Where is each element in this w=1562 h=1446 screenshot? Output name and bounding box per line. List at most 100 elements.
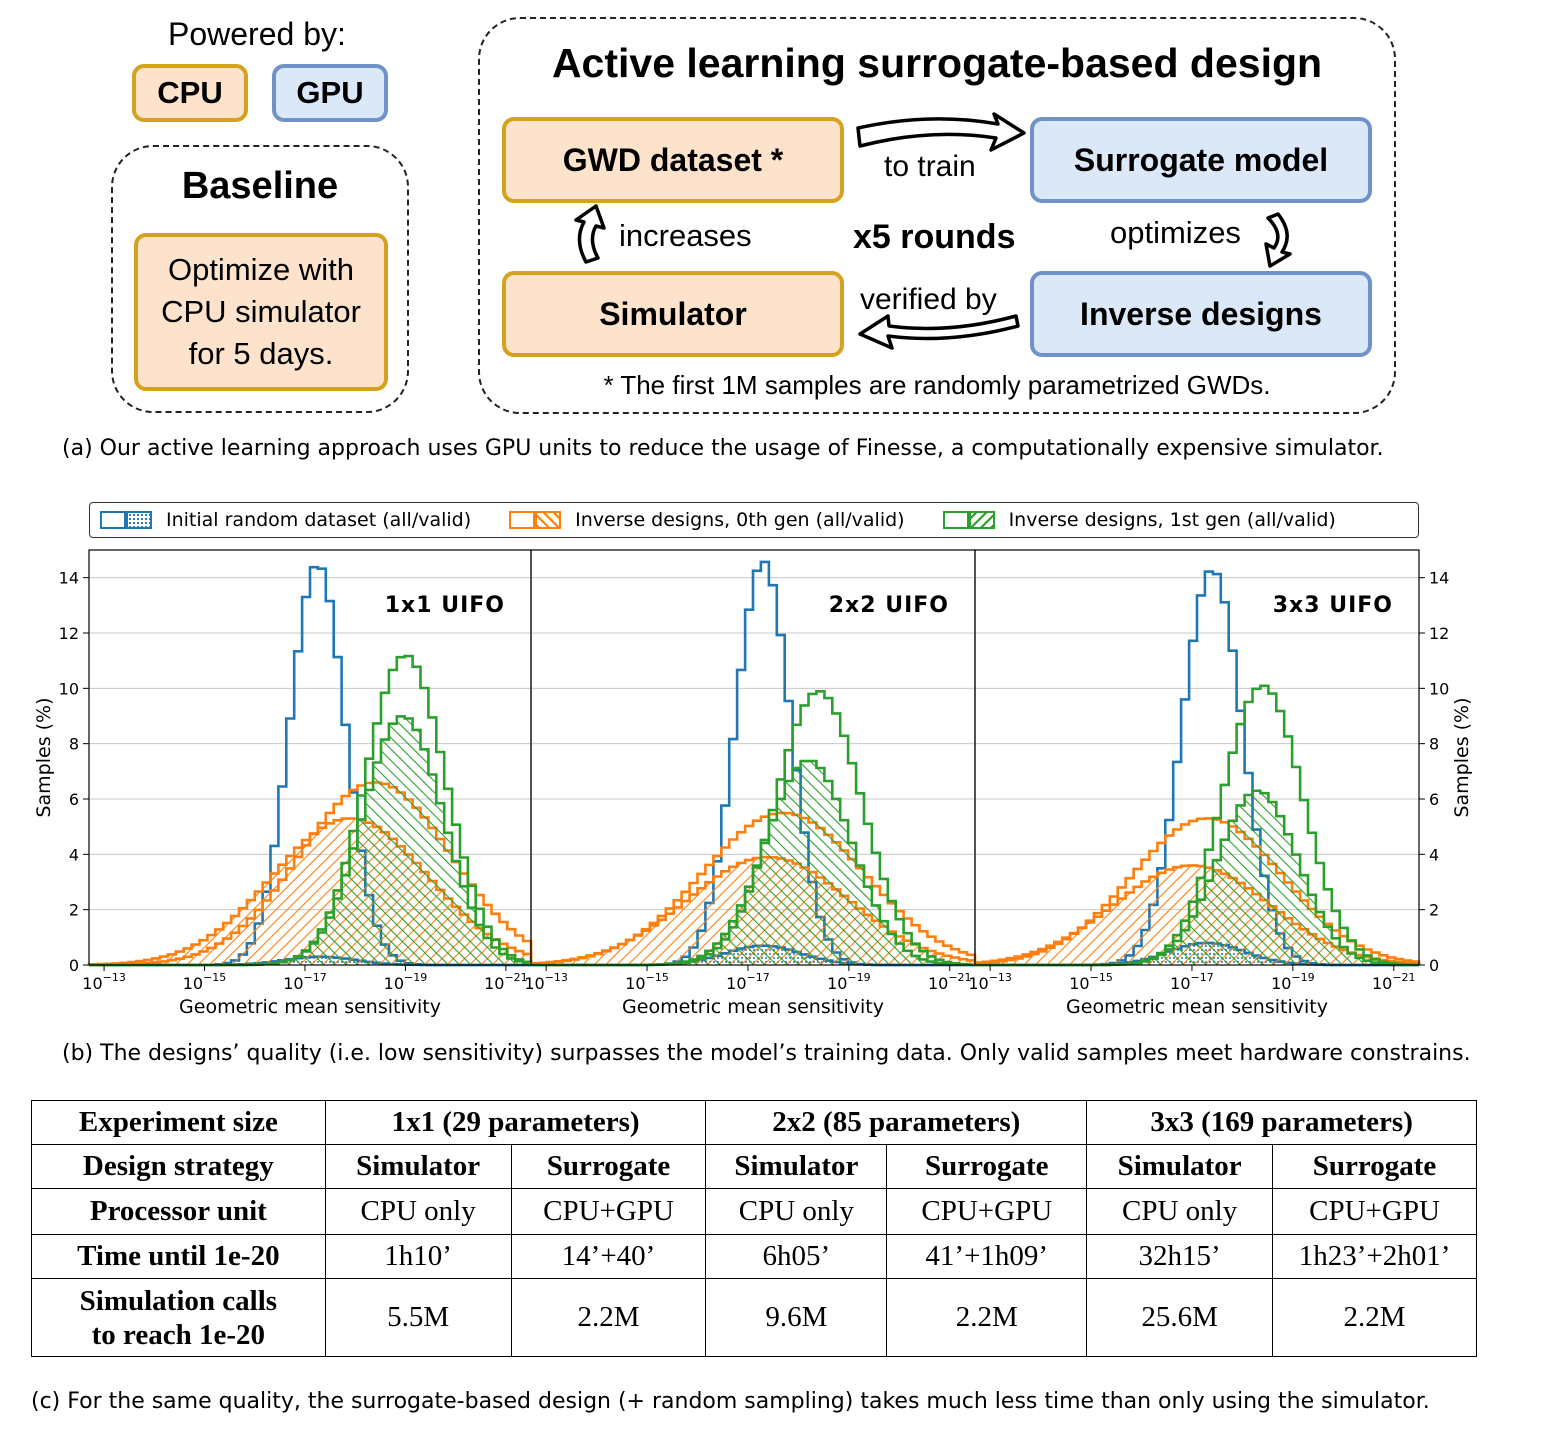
table-cell: CPU+GPU [510,1188,707,1235]
x-tick-label: 10−17 [283,971,327,993]
table-cell: CPU+GPU [1272,1188,1477,1235]
table-row-label: Design strategy [31,1144,326,1189]
table-cell: Simulator [324,1144,512,1189]
sim-calls-label-line1: Simulation calls [79,1284,278,1317]
increases-arrow [574,204,606,264]
table-row-label: Simulation calls to reach 1e-20 [31,1278,326,1357]
baseline-cpu-box: Optimize with CPU simulator for 5 days. [134,233,388,391]
to-train-label: to train [884,150,976,183]
x-tick-label: 10−19 [827,971,871,993]
verified-by-label: verified by [860,283,997,316]
baseline-panel [111,145,409,413]
panel-frame [974,549,1420,966]
x-tick-exponent: −13 [545,971,568,984]
x-tick-label: 10−13 [524,971,568,993]
caption-c: (c) For the same quality, the surrogate-… [31,1389,1430,1414]
baseline-title: Baseline [181,165,339,207]
x-tick-label: 10−19 [1271,971,1315,993]
table-cell: CPU+GPU [886,1188,1088,1235]
legend-label-initial: Initial random dataset (all/valid) [166,509,472,531]
y-tick-label: 14 [1429,569,1449,588]
active-learning-panel [478,17,1396,414]
table-cell: 5.5M [324,1278,512,1357]
table-cell: Surrogate [1272,1144,1477,1189]
legend-label-0th-gen: Inverse designs, 0th gen (all/valid) [575,509,905,531]
panel-title: 2x2 UIFO [829,593,949,618]
table-header-size: 1x1 (29 parameters) [324,1100,707,1145]
y-axis-label-right: Samples (%) [1451,697,1473,817]
panel-title: 1x1 UIFO [385,593,505,618]
legend-item-initial: Initial random dataset (all/valid) [100,509,471,531]
y-tick-label: 6 [1429,790,1439,809]
caption-a: (a) Our active learning approach uses GP… [62,436,1384,461]
table-cell: 9.6M [705,1278,888,1357]
increases-label: increases [619,218,752,253]
x-tick-exponent: −15 [646,971,669,984]
sim-calls-label-line2: to reach 1e-20 [91,1318,266,1351]
legend-swatch-initial [100,511,152,529]
y-tick-label: 12 [59,624,79,643]
table-cell: 2.2M [1272,1278,1477,1357]
x-axis-label: Geometric mean sensitivity [1066,996,1328,1018]
x-tick-exponent: −17 [747,971,770,984]
x-tick-exponent: −19 [847,971,870,984]
chart-legend: Initial random dataset (all/valid) Inver… [89,502,1419,538]
y-tick-label: 14 [59,569,79,588]
table-cell: 14’+40’ [510,1234,707,1279]
table-cell: Surrogate [510,1144,707,1189]
gpu-legend-box: GPU [272,64,388,122]
active-learning-title: Active learning surrogate-based design [551,40,1323,86]
table-cell: 2.2M [886,1278,1088,1357]
x-tick-exponent: −13 [989,971,1012,984]
x-tick-label: 10−15 [1069,971,1113,993]
table-cell: CPU only [1086,1188,1274,1235]
table-row-design-strategy: Design strategy Simulator Surrogate Simu… [31,1144,1477,1189]
x-axis-label: Geometric mean sensitivity [179,996,441,1018]
table-cell: 1h10’ [324,1234,512,1279]
table-cell: 32h15’ [1086,1234,1274,1279]
table-cell: Simulator [705,1144,888,1189]
histogram-panel: 2x2 UIFO 10−13 10−15 10−17 10−19 10−21 Geometr… [524,549,977,1018]
x-axis-label: Geometric mean sensitivity [622,996,884,1018]
x-tick-label: 10−15 [183,971,227,993]
histogram-chart: 1x1 UIFO 10−13 10−15 10−17 10−19 10 −21 Geometr… [33,549,1473,1018]
x-tick-exponent: −13 [103,971,126,984]
surrogate-model-box: Surrogate model [1030,117,1372,203]
y-tick-label: 6 [69,790,79,809]
x-tick-label: 10−13 [968,971,1012,993]
x-tick-exponent: −17 [304,971,327,984]
y-tick-label: 8 [1429,735,1439,754]
y-axis-label-left: Samples (%) [33,697,55,817]
panel-title: 3x3 UIFO [1273,593,1393,618]
caption-b: (b) The designs’ quality (i.e. low sensi… [62,1041,1471,1066]
table-cell: 2.2M [510,1278,707,1357]
y-tick-label: 8 [69,735,79,754]
cpu-legend-box: CPU [132,64,248,122]
to-train-arrow [856,112,1026,152]
x-tick-label: 10−17 [1170,971,1214,993]
table-row-simulation-calls: Simulation calls to reach 1e-20 5.5M 2.2… [31,1278,1477,1357]
dataset-footnote: * The first 1M samples are randomly para… [603,370,1271,400]
table-cell: 6h05’ [705,1234,888,1279]
y-tick-label: 10 [59,679,79,698]
optimizes-arrow [1264,212,1292,268]
results-table: Experiment size 1x1 (29 parameters) 2x2 … [31,1100,1477,1357]
legend-item-1st-gen: Inverse designs, 1st gen (all/valid) [942,509,1336,531]
table-cell: CPU only [324,1188,512,1235]
y-tick-label: 4 [69,845,79,864]
x-tick-label: 10−13 [82,971,126,993]
gwd-dataset-box: GWD dataset * [502,117,844,203]
table-header-size: 2x2 (85 parameters) [705,1100,1088,1145]
legend-swatch-0th-gen [509,511,562,529]
optimizes-label: optimizes [1110,215,1241,250]
histogram-panel: 3x3 UIFO 10−13 10−15 10−17 10−19 10−21 Geometr… [968,549,1421,1018]
table-cell: 41’+1h09’ [886,1234,1088,1279]
x-tick-exponent: −21 [504,971,527,984]
histogram-panel: 1x1 UIFO 10−13 10−15 10−17 10−19 10−21 Geometr… [82,549,533,1018]
x-tick-exponent: −17 [1191,971,1214,984]
legend-swatch-1st-gen [942,511,995,529]
table-cell: CPU only [705,1188,888,1235]
x-tick-exponent: −15 [1090,971,1113,984]
x-tick-label: 10−15 [625,971,669,993]
y-tick-label: 0 [1429,956,1439,975]
